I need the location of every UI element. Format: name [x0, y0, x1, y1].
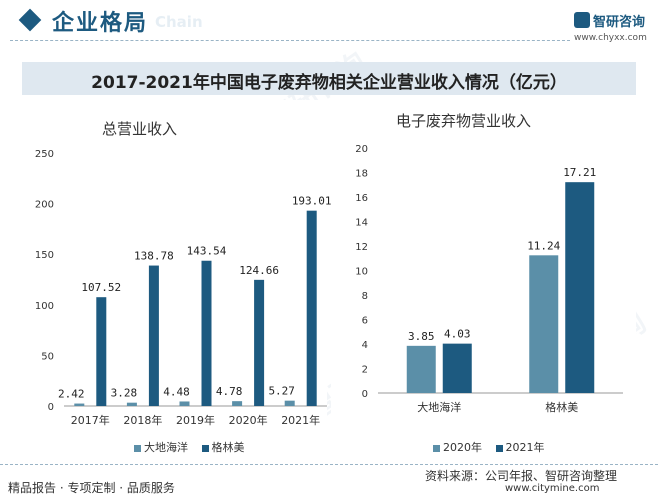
- bar: [565, 182, 595, 393]
- legend-item: 大地海洋: [134, 439, 188, 455]
- x-tick-label: 2019年: [176, 413, 215, 427]
- bar: [529, 255, 559, 393]
- data-label: 17.21: [563, 166, 596, 179]
- legend-label: 大地海洋: [144, 441, 188, 454]
- brand-block: 智研咨询 www.chyxx.com: [574, 10, 654, 46]
- y-tick-label: 16: [355, 193, 368, 204]
- figure-title-band: 2017-2021年中国电子废弃物相关企业营业收入情况（亿元）: [22, 62, 636, 95]
- y-tick-label: 0: [48, 402, 54, 413]
- y-tick-label: 250: [35, 149, 54, 160]
- section-title: 企业格局: [52, 11, 149, 36]
- data-label: 4.48: [163, 385, 190, 398]
- header-divider: [10, 40, 570, 41]
- bar: [284, 400, 295, 406]
- data-label: 4.78: [216, 385, 243, 398]
- legend-label: 2020年: [443, 441, 482, 454]
- legend-swatch: [495, 444, 503, 452]
- data-label: 3.85: [408, 330, 435, 343]
- y-tick-label: 8: [362, 291, 368, 302]
- legend-item: 格林美: [201, 439, 245, 455]
- brand-url: www.chyxx.com: [574, 33, 647, 43]
- x-tick-label: 大地海洋: [417, 400, 461, 414]
- data-label: 107.52: [81, 281, 121, 294]
- y-tick-label: 6: [362, 316, 368, 327]
- data-label: 138.78: [134, 250, 174, 263]
- y-tick-label: 12: [355, 242, 368, 253]
- bar: [406, 345, 436, 393]
- y-tick-label: 14: [355, 218, 368, 229]
- legend-label: 格林美: [211, 441, 245, 454]
- section-header: 企业格局 Chain 智研咨询 www.chyxx.com: [0, 0, 658, 46]
- data-label: 124.66: [239, 264, 279, 277]
- y-tick-label: 50: [41, 351, 54, 362]
- data-label: 193.01: [292, 195, 332, 208]
- chart-legend: 2020年 2021年: [433, 439, 555, 455]
- data-label: 3.28: [111, 387, 138, 400]
- bar: [442, 343, 472, 393]
- y-tick-label: 2: [362, 365, 368, 376]
- legend-swatch: [433, 444, 440, 452]
- x-tick-label: 2020年: [229, 413, 268, 427]
- footer-divider: [0, 464, 658, 465]
- bar: [96, 297, 107, 406]
- y-tick-label: 18: [355, 169, 368, 180]
- y-tick-label: 150: [35, 250, 54, 261]
- data-label: 5.27: [268, 385, 295, 398]
- data-label: 11.24: [527, 239, 560, 252]
- brand-name: 智研咨询: [593, 15, 646, 30]
- brand-logo-icon: [574, 12, 590, 28]
- footer-source: 资料来源：公司年报、智研咨询整理: [425, 469, 618, 483]
- legend-item: 2020年: [433, 439, 482, 455]
- legend-swatch: [134, 444, 141, 452]
- chart-ewaste-revenue: 0 2 4 6 8 10 12 14 16 18 20 3.85 4.03 大地海洋 11.24 17.21 格…: [355, 144, 623, 414]
- bar: [306, 210, 317, 406]
- figure-title: 2017-2021年中国电子废弃物相关企业营业收入情况（亿元）: [91, 73, 567, 93]
- page-footer: 精品报告 · 专项定制 · 品质服务 资料来源：公司年报、智研咨询整理 www.…: [0, 464, 658, 497]
- bar: [74, 403, 85, 406]
- x-tick-label: 2017年: [71, 413, 110, 427]
- bar: [232, 401, 243, 406]
- chart-title: 电子废弃物营业收入: [395, 112, 531, 130]
- footer-site: www.citymine.com: [505, 483, 600, 494]
- y-tick-label: 100: [35, 301, 54, 312]
- data-label: 4.03: [444, 328, 471, 341]
- x-tick-label: 2021年: [281, 413, 320, 427]
- legend-label: 2021年: [505, 441, 545, 454]
- footer-tagline: 精品报告 · 专项定制 · 品质服务: [8, 481, 175, 495]
- chart-panel-ewaste-revenue: 电子废弃物营业收入 0 2 4 6 8 10 12 14 16 18 20 3.85 4.03 大地海洋 1…: [331, 100, 636, 460]
- data-label: 2.42: [58, 388, 85, 401]
- diamond-icon: [18, 8, 42, 32]
- y-tick-label: 200: [35, 200, 54, 211]
- data-label: 143.54: [187, 245, 227, 258]
- y-tick-label: 4: [362, 340, 368, 351]
- section-subtitle: Chain: [155, 13, 203, 31]
- chart-panel-total-revenue: 总营业收入 0 50 100 150 200 250 2.42 107.52 2017年 3.28…: [22, 100, 332, 460]
- bar: [126, 402, 137, 406]
- chart-legend: 大地海洋 格林美: [134, 439, 255, 455]
- x-tick-label: 2018年: [123, 413, 162, 427]
- chart-title: 总营业收入: [101, 120, 177, 138]
- bar: [201, 260, 212, 406]
- bar: [179, 401, 190, 406]
- bar: [148, 265, 159, 406]
- legend-swatch: [201, 444, 209, 452]
- legend-item: 2021年: [495, 439, 545, 455]
- bar: [254, 279, 265, 406]
- y-tick-label: 20: [355, 144, 368, 155]
- x-tick-label: 格林美: [545, 400, 578, 414]
- y-tick-label: 10: [355, 267, 368, 278]
- y-tick-label: 0: [362, 389, 368, 400]
